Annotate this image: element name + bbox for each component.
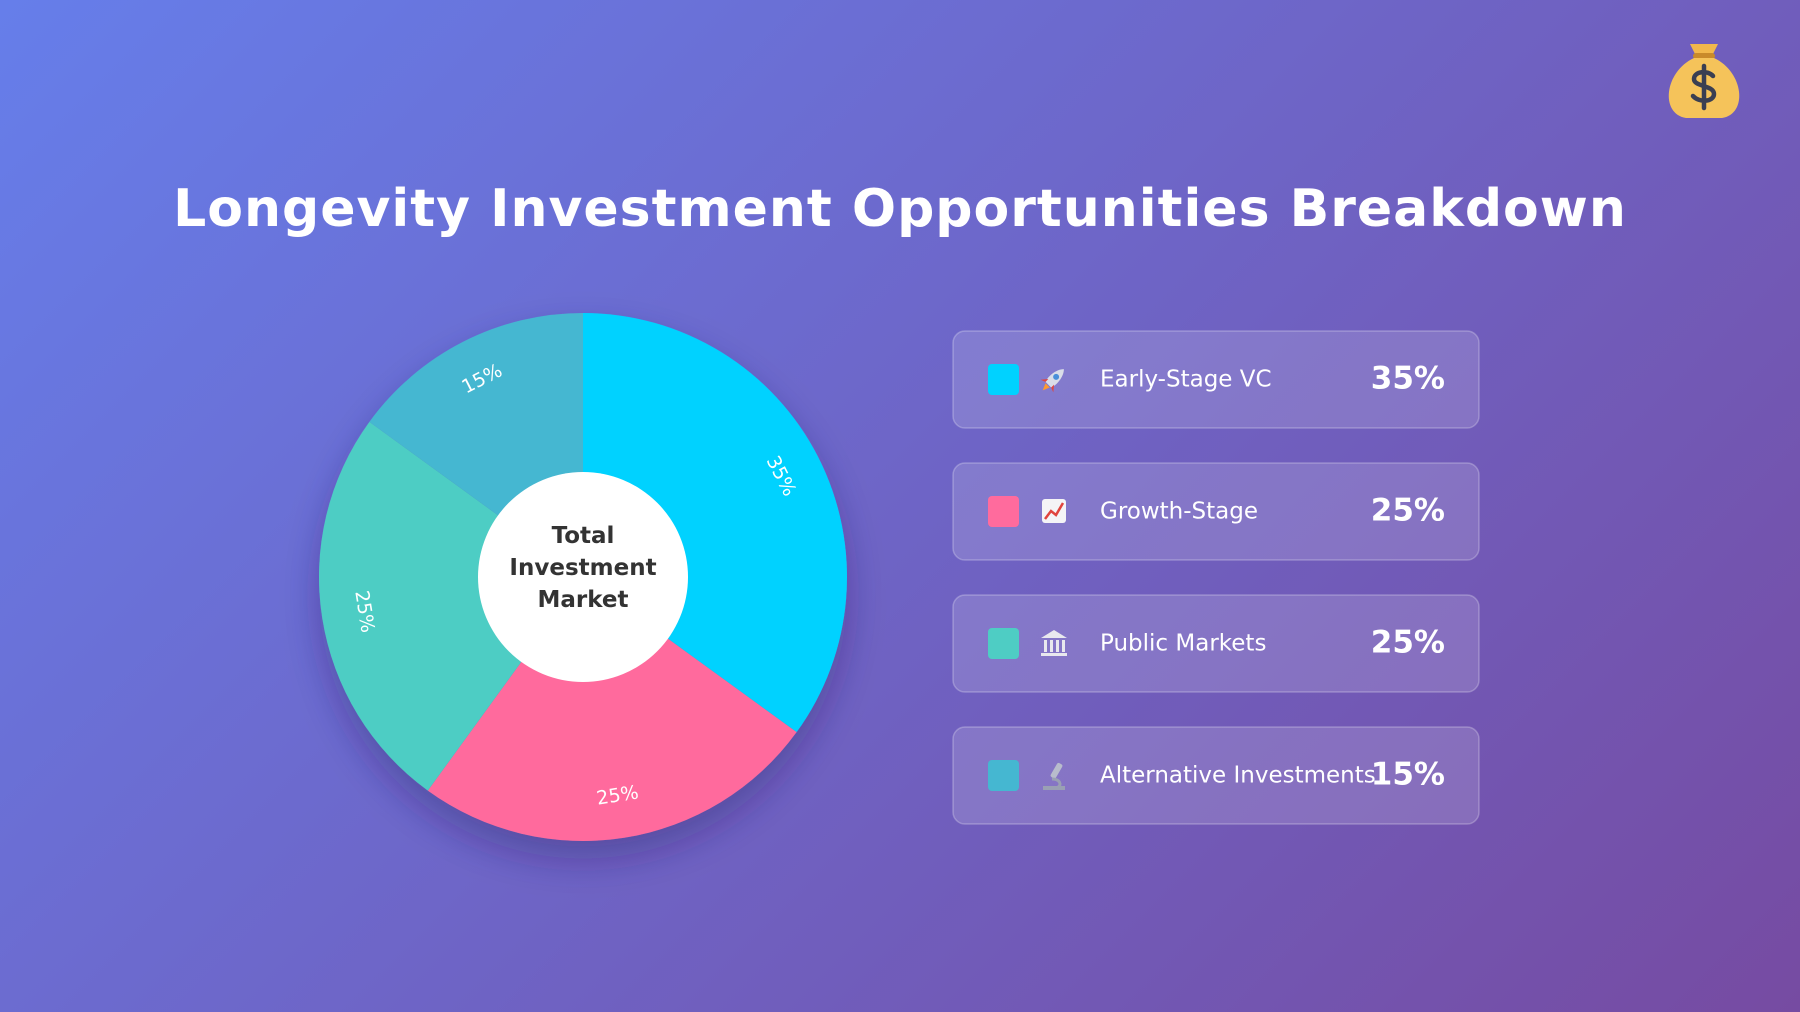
- center-hole: [478, 472, 688, 682]
- legend-card: [952, 330, 1480, 429]
- legend-value: 25%: [1371, 493, 1445, 529]
- legend-card: [952, 594, 1480, 693]
- microscope-icon: [1043, 762, 1065, 790]
- center-label-box: Total Investment Market: [509, 523, 657, 613]
- legend-card: [952, 462, 1480, 561]
- money-bag-icon: [1668, 44, 1740, 118]
- legend-value: 15%: [1371, 757, 1445, 793]
- legend-swatch: [988, 760, 1019, 791]
- legend-value: 35%: [1371, 361, 1445, 397]
- building-icon: [1041, 630, 1067, 656]
- legend-name: Early-Stage VC: [1100, 367, 1272, 393]
- rocket-icon: [1040, 369, 1064, 393]
- legend-name: Public Markets: [1100, 631, 1266, 657]
- center-label: Total Investment Market: [509, 523, 657, 613]
- pie-slice: [319, 421, 583, 791]
- legend-name: Alternative Investments: [1100, 763, 1376, 789]
- legend-swatch: [988, 628, 1019, 659]
- legend-swatch: [988, 364, 1019, 395]
- pie-slice: [427, 577, 797, 841]
- legend-name: Growth-Stage: [1100, 499, 1258, 525]
- legend: Early-Stage VC 35% Growth-Stage 25% Public M…: [952, 330, 1480, 825]
- legend-card: [952, 726, 1480, 825]
- chart-up-icon: [1042, 499, 1066, 523]
- pie-slice: [583, 313, 847, 733]
- legend-value: 25%: [1371, 625, 1445, 661]
- legend-swatch: [988, 496, 1019, 527]
- chart-title: Longevity Investment Opportunities Break…: [173, 179, 1627, 239]
